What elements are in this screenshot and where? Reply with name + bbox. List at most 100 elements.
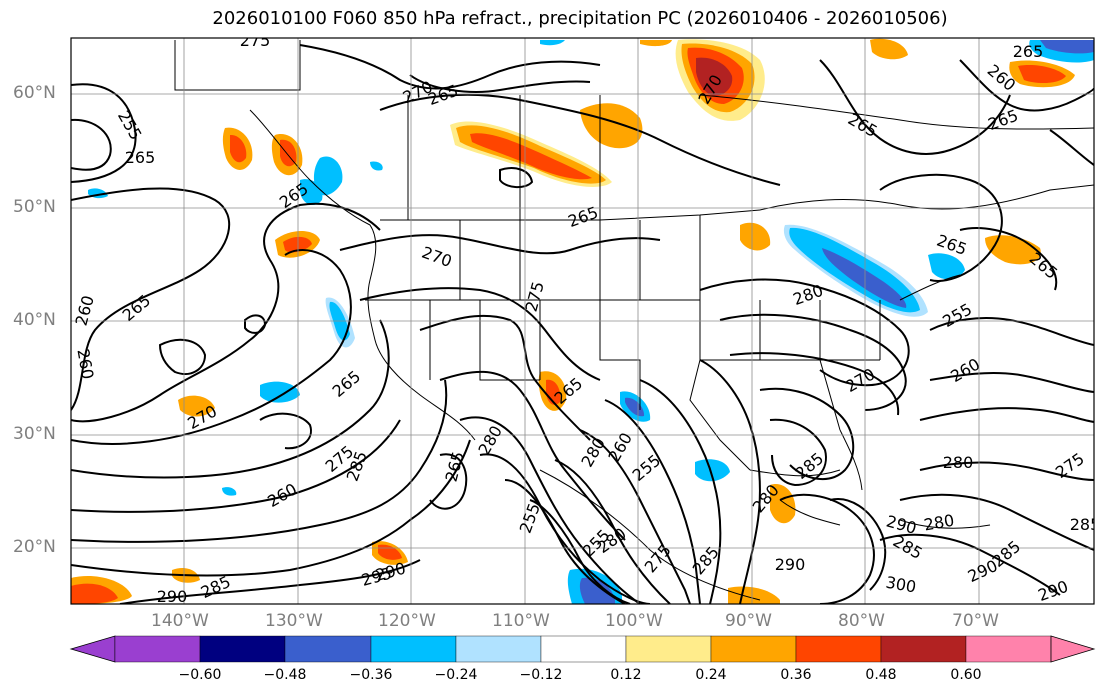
contour-line — [959, 59, 1094, 112]
contour-line — [929, 371, 1094, 393]
colorbar-tick-label: −0.48 — [263, 667, 307, 683]
colorbar-tick-label: 0.48 — [865, 667, 897, 683]
shade-pos — [870, 38, 908, 60]
contour-line — [71, 118, 112, 171]
shade-pos — [178, 395, 215, 417]
shade-pos — [470, 133, 592, 180]
contour-line — [459, 416, 641, 604]
contour-line — [244, 314, 267, 334]
lat-label-50n: 50°N — [13, 197, 56, 217]
lon-label-70w: 70°W — [952, 611, 999, 631]
coastline — [839, 429, 863, 491]
contour-label: 290 — [157, 587, 188, 606]
graticule — [71, 38, 1094, 604]
contour-line — [639, 379, 722, 604]
colorbar-tick-label: 0.12 — [610, 667, 642, 683]
coastline — [689, 215, 751, 471]
coastline — [819, 300, 841, 431]
coastline — [699, 94, 1094, 130]
contour-line — [829, 498, 887, 591]
coastline — [174, 40, 301, 91]
colorbar-tick-label: 0.24 — [695, 667, 727, 683]
lon-label-130w: 130°W — [265, 611, 323, 631]
shade-pos — [283, 236, 312, 253]
contour-line — [71, 439, 471, 577]
coastline — [479, 300, 540, 381]
shade-neg — [300, 179, 323, 206]
contour-line — [339, 234, 661, 255]
contour-label: 290 — [775, 555, 806, 574]
shade-neg — [625, 397, 645, 417]
shade-pos — [378, 544, 402, 560]
shade-neg — [222, 487, 237, 496]
contour-line — [359, 287, 601, 381]
colorbar-segment — [625, 635, 712, 663]
lon-label-80w: 80°W — [838, 611, 885, 631]
shade-neg — [540, 40, 565, 46]
lon-label-110w: 110°W — [492, 611, 550, 631]
shade-pos — [580, 103, 643, 149]
contour-line — [71, 187, 231, 411]
contour-line — [959, 227, 1058, 291]
shade-neg — [313, 156, 343, 196]
coastline — [899, 519, 991, 529]
contour-line — [71, 202, 381, 423]
contour-line — [71, 249, 352, 445]
shade-neg — [260, 381, 300, 403]
colorbar-segment — [114, 635, 201, 663]
coastline — [749, 469, 841, 477]
contour-line — [579, 429, 691, 604]
shade-neg — [1040, 40, 1094, 54]
coastline — [249, 109, 476, 441]
contour-line — [604, 399, 701, 604]
contour-line — [158, 338, 207, 375]
contour-line — [429, 453, 468, 510]
contour-label: 285 — [1070, 515, 1101, 534]
contour-line — [71, 419, 401, 513]
contour-label: 280 — [943, 453, 974, 472]
colorbar-tick-label: −0.24 — [434, 667, 478, 683]
colorbar-overflow-triangle — [1050, 635, 1096, 663]
contour-line — [71, 83, 137, 183]
contour-line — [719, 313, 907, 411]
contour-line — [71, 319, 390, 479]
contour-line — [119, 559, 421, 604]
shade-pos — [740, 222, 771, 251]
contour-line — [769, 418, 827, 487]
colorbar-tick-label: 0.36 — [780, 667, 812, 683]
lon-label-100w: 100°W — [605, 611, 663, 631]
map-title: 2026010100 F060 850 hPa refract., precip… — [212, 8, 948, 29]
shade-pos — [640, 40, 672, 47]
shade-pos — [1018, 65, 1066, 84]
coastline — [599, 300, 641, 410]
map-frame — [70, 37, 1095, 605]
coastline — [539, 469, 761, 601]
precip-shading — [71, 38, 1094, 604]
contour-line — [409, 74, 591, 93]
contour-line — [379, 93, 781, 186]
colorbar-tick-label: −0.60 — [178, 667, 222, 683]
contour-line — [899, 493, 1094, 551]
contour-line — [919, 407, 1094, 423]
lon-label-120w: 120°W — [378, 611, 436, 631]
contour-line — [529, 499, 631, 604]
colorbar-segment — [710, 635, 797, 663]
contour-label: 265 — [125, 148, 156, 167]
refractivity-contours — [71, 44, 1094, 604]
contour-line — [919, 461, 1094, 481]
contour-line — [759, 387, 855, 481]
shade-neg — [695, 459, 730, 482]
contour-line — [699, 359, 761, 604]
lon-label-140w: 140°W — [151, 611, 209, 631]
colorbar-segment — [370, 635, 457, 663]
colorbar-segment — [284, 635, 372, 663]
colorbar-tick-label: 0.60 — [950, 667, 982, 683]
contour-line — [259, 412, 312, 450]
shade-pos — [230, 134, 247, 163]
colorbar — [69, 635, 1096, 663]
colorbar-segment — [965, 635, 1052, 663]
contour-line — [439, 370, 626, 541]
contour-label: 265 — [1013, 42, 1044, 61]
contour-line — [554, 459, 671, 604]
